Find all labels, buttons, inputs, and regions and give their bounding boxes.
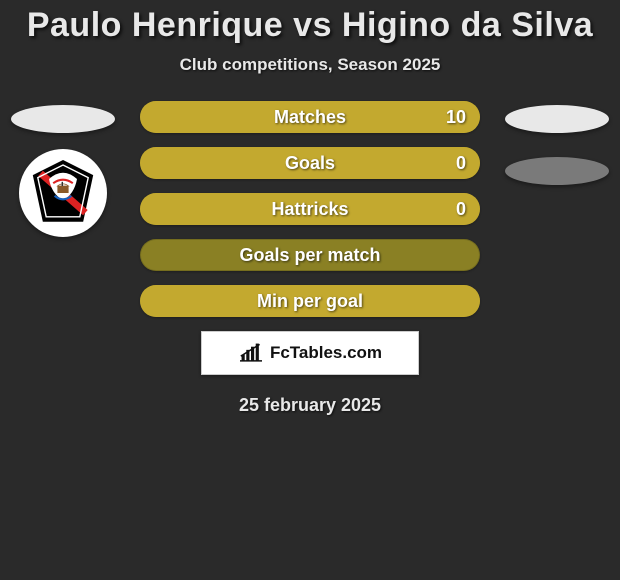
stat-bar-value-right: 0	[456, 147, 466, 179]
stat-bar-fill	[140, 285, 480, 317]
root: Paulo Henrique vs Higino da Silva Club c…	[0, 0, 620, 580]
player1-placeholder-oval	[11, 105, 115, 133]
snapshot-date: 25 february 2025	[0, 395, 620, 416]
source-badge-text: FcTables.com	[270, 343, 382, 363]
club-crest-wrap	[19, 149, 107, 237]
page-title: Paulo Henrique vs Higino da Silva	[0, 6, 620, 45]
stat-bar-value-right: 10	[446, 101, 466, 133]
stat-bar: Min per goal	[140, 285, 480, 317]
stat-bar-label: Goals per match	[140, 239, 480, 271]
stat-bar-fill	[140, 147, 480, 179]
page-subtitle: Club competitions, Season 2025	[0, 55, 620, 75]
content-area: Matches10 Goals0 Hattricks0 Goals per match…	[0, 101, 620, 416]
stat-bar-fill	[140, 101, 480, 133]
stat-bar: Hattricks0	[140, 193, 480, 225]
stat-bar-value-right: 0	[456, 193, 466, 225]
vasco-crest-icon	[28, 158, 98, 228]
player2-placeholder-oval	[505, 105, 609, 133]
stat-bars: Matches10 Goals0 Hattricks0 Goals per match…	[140, 101, 480, 317]
stat-bar: Matches10	[140, 101, 480, 133]
stat-bar-fill	[140, 193, 480, 225]
stat-bar: Goals0	[140, 147, 480, 179]
bar-chart-icon	[238, 342, 264, 364]
right-column	[502, 101, 612, 185]
left-column	[8, 101, 118, 237]
player2-club-placeholder-oval	[505, 157, 609, 185]
source-badge: FcTables.com	[201, 331, 419, 375]
stat-bar: Goals per match	[140, 239, 480, 271]
